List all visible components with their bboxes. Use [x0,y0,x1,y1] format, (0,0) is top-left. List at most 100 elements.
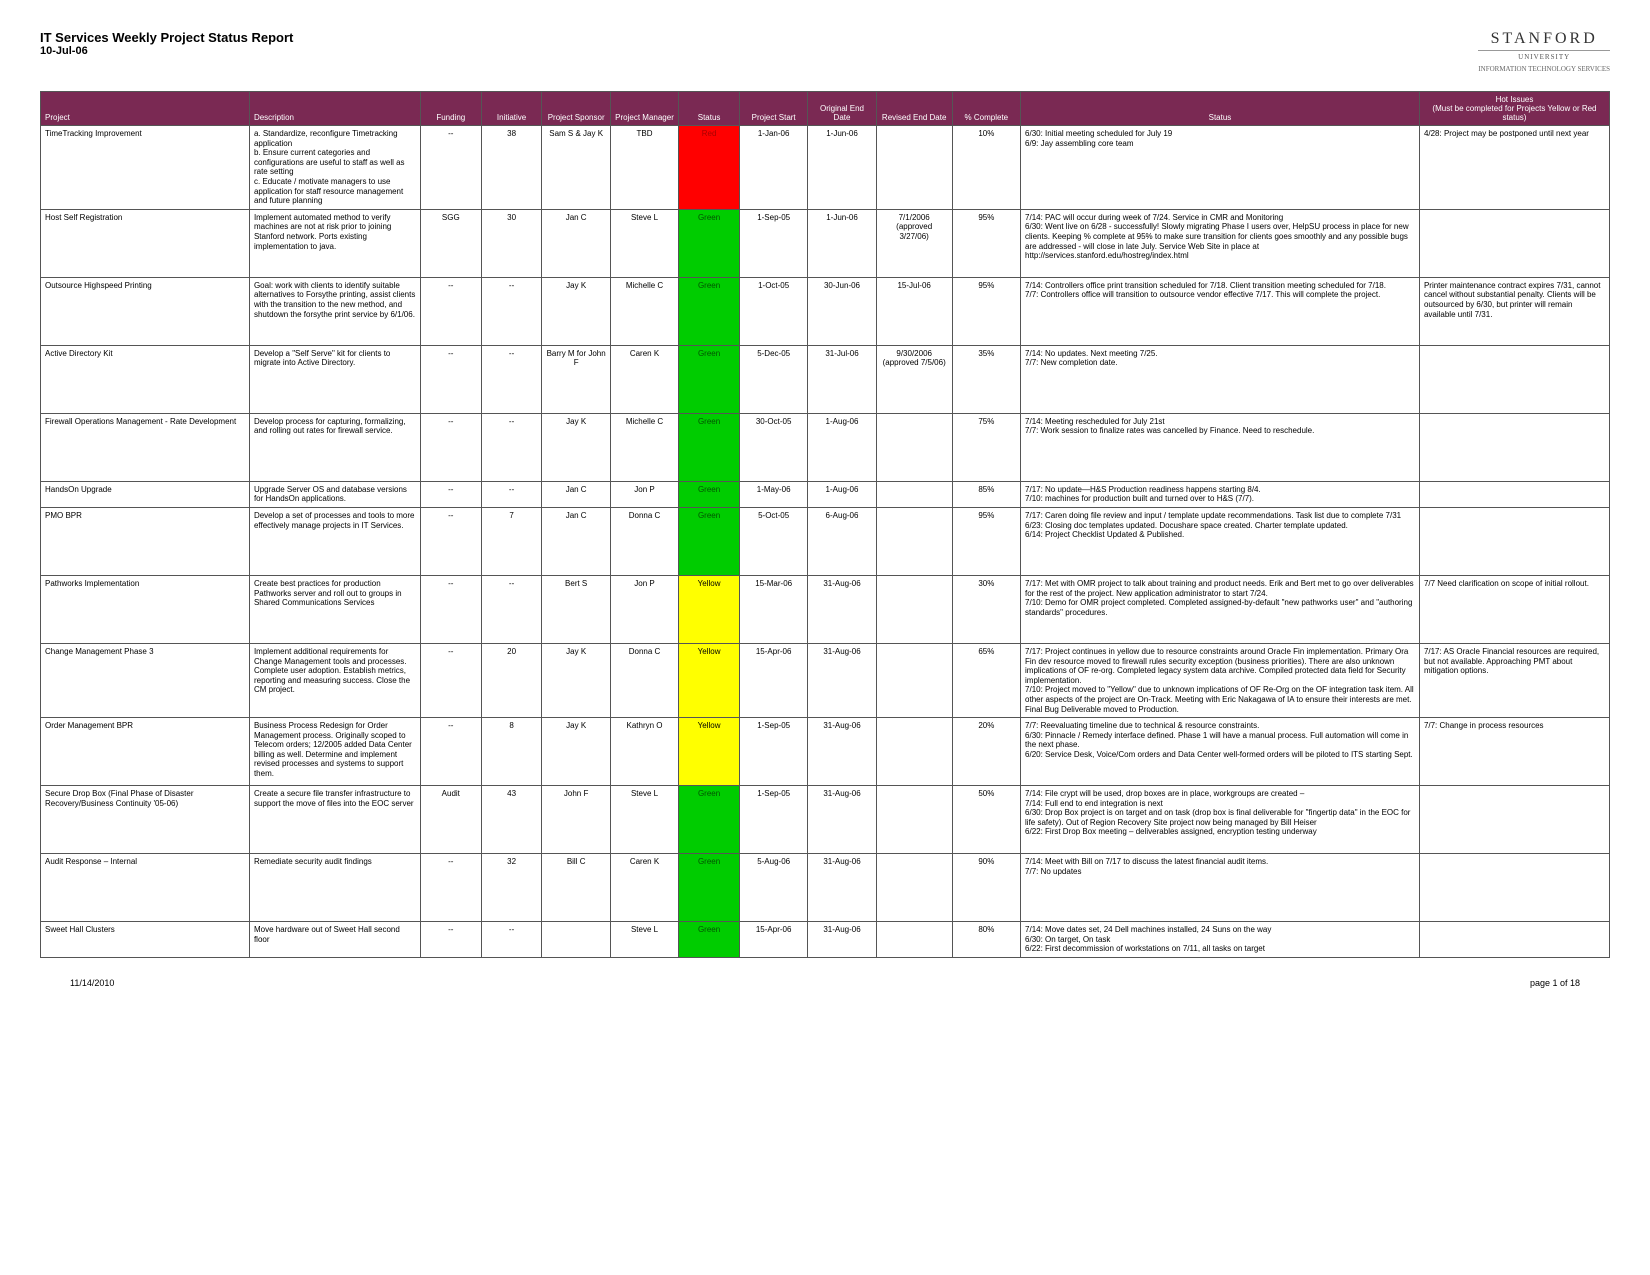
cell: 95% [952,209,1020,277]
status-cell: Green [679,922,740,958]
cell: a. Standardize, reconfigure Timetracking… [249,126,420,210]
logo-sub: UNIVERSITY [1478,50,1610,61]
cell [876,643,952,717]
cell: Audit Response – Internal [41,854,250,922]
status-cell: Green [679,209,740,277]
cell: Change Management Phase 3 [41,643,250,717]
cell: 7/7 Need clarification on scope of initi… [1419,575,1609,643]
col-header: Initiative [481,92,542,126]
cell: 15-Jul-06 [876,277,952,345]
col-header: Status [679,92,740,126]
col-header: Status [1021,92,1420,126]
cell: 7/14: Meet with Bill on 7/17 to discuss … [1021,854,1420,922]
cell: 7/14: PAC will occur during week of 7/24… [1021,209,1420,277]
cell: 1-Aug-06 [808,413,876,481]
table-row: PMO BPRDevelop a set of processes and to… [41,507,1610,575]
cell: Jon P [610,575,678,643]
cell [876,507,952,575]
cell: Pathworks Implementation [41,575,250,643]
cell: 7/17: No update—H&S Production readiness… [1021,481,1420,507]
cell: Printer maintenance contract expires 7/3… [1419,277,1609,345]
table-row: Order Management BPRBusiness Process Red… [41,718,1610,786]
cell [1419,209,1609,277]
table-row: Active Directory KitDevelop a "Self Serv… [41,345,1610,413]
cell: -- [481,922,542,958]
cell: 7/14: File crypt will be used, drop boxe… [1021,786,1420,854]
table-body: TimeTracking Improvementa. Standardize, … [41,126,1610,958]
cell [1419,854,1609,922]
table-row: Change Management Phase 3Implement addit… [41,643,1610,717]
cell: Jay K [542,277,610,345]
cell [1419,922,1609,958]
cell: Create a secure file transfer infrastruc… [249,786,420,854]
cell: 31-Jul-06 [808,345,876,413]
cell [1419,786,1609,854]
cell: 65% [952,643,1020,717]
table-row: Sweet Hall ClustersMove hardware out of … [41,922,1610,958]
cell: 5-Oct-05 [739,507,807,575]
cell: Caren K [610,854,678,922]
cell: Order Management BPR [41,718,250,786]
cell: 43 [481,786,542,854]
cell: Create best practices for production Pat… [249,575,420,643]
table-row: Pathworks ImplementationCreate best prac… [41,575,1610,643]
cell: 85% [952,481,1020,507]
status-cell: Green [679,277,740,345]
cell: 4/28: Project may be postponed until nex… [1419,126,1609,210]
cell: 1-Aug-06 [808,481,876,507]
cell: Michelle C [610,413,678,481]
cell: Jan C [542,209,610,277]
cell: 15-Apr-06 [739,643,807,717]
title-block: IT Services Weekly Project Status Report… [40,30,293,57]
cell: Firewall Operations Management - Rate De… [41,413,250,481]
cell: -- [420,277,481,345]
table-row: Secure Drop Box (Final Phase of Disaster… [41,786,1610,854]
cell: 5-Dec-05 [739,345,807,413]
table-row: Host Self RegistrationImplement automate… [41,209,1610,277]
cell [876,922,952,958]
cell [876,575,952,643]
logo-name: STANFORD [1478,30,1610,48]
cell [1419,507,1609,575]
cell: 30 [481,209,542,277]
table-row: Audit Response – InternalRemediate secur… [41,854,1610,922]
status-cell: Yellow [679,643,740,717]
cell: -- [481,481,542,507]
cell: 75% [952,413,1020,481]
cell: -- [481,413,542,481]
cell: 7/17: Project continues in yellow due to… [1021,643,1420,717]
cell: Sam S & Jay K [542,126,610,210]
cell: SGG [420,209,481,277]
cell: Michelle C [610,277,678,345]
cell: 20 [481,643,542,717]
cell: Goal: work with clients to identify suit… [249,277,420,345]
cell: 7/14: No updates. Next meeting 7/25. 7/7… [1021,345,1420,413]
table-row: Firewall Operations Management - Rate De… [41,413,1610,481]
cell: 31-Aug-06 [808,718,876,786]
cell: 35% [952,345,1020,413]
cell: -- [420,507,481,575]
cell: Implement additional requirements for Ch… [249,643,420,717]
cell: Remediate security audit findings [249,854,420,922]
cell: 1-Sep-05 [739,718,807,786]
cell: 31-Aug-06 [808,786,876,854]
cell: 80% [952,922,1020,958]
page-footer: 11/14/2010 page 1 of 18 [40,978,1610,988]
cell: 50% [952,786,1020,854]
cell: -- [420,413,481,481]
cell: 6-Aug-06 [808,507,876,575]
cell: 31-Aug-06 [808,922,876,958]
cell: 7/7: Reevaluating timeline due to techni… [1021,718,1420,786]
cell: Bill C [542,854,610,922]
cell: -- [420,922,481,958]
table-row: HandsOn UpgradeUpgrade Server OS and dat… [41,481,1610,507]
cell: -- [420,345,481,413]
cell: Donna C [610,507,678,575]
cell: 1-Oct-05 [739,277,807,345]
cell: 10% [952,126,1020,210]
status-cell: Green [679,507,740,575]
cell: 1-Jan-06 [739,126,807,210]
cell: Jay K [542,718,610,786]
cell: Outsource Highspeed Printing [41,277,250,345]
col-header: Hot Issues (Must be completed for Projec… [1419,92,1609,126]
